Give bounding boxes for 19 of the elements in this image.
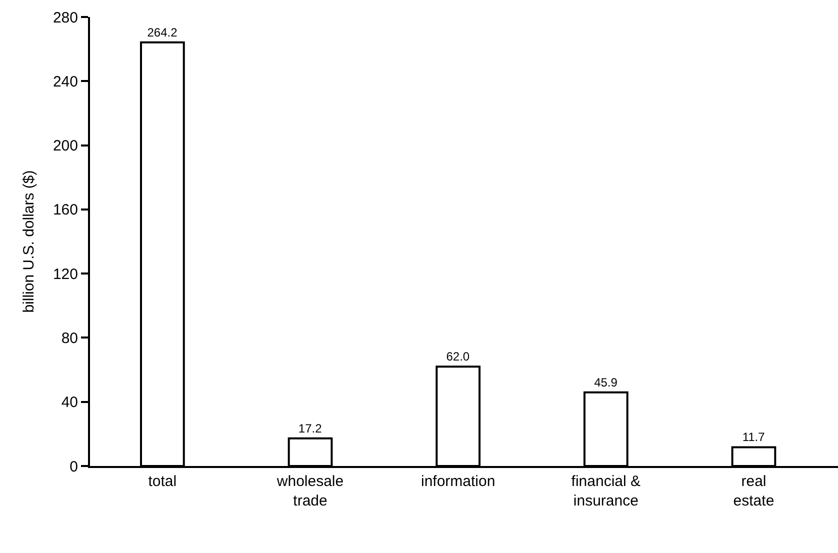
y-tick-label: 40 — [61, 394, 78, 412]
data-label: 264.2 — [147, 25, 178, 40]
x-tick-label: financial & insurance — [571, 473, 641, 510]
y-axis-title: billion U.S. dollars ($) — [20, 170, 38, 313]
y-tick-label: 0 — [70, 458, 78, 476]
x-tick-label: information — [420, 473, 496, 490]
data-label: 11.7 — [742, 430, 766, 444]
y-tick-label: 120 — [52, 266, 78, 283]
x-tick-label: total — [148, 473, 177, 490]
y-tick-label: 280 — [52, 9, 78, 26]
data-label: 45.9 — [594, 375, 618, 390]
y-tick-label: 160 — [52, 202, 78, 219]
x-tick-label: real estate — [733, 473, 774, 510]
data-label: 62.0 — [446, 350, 470, 364]
x-tick-label: wholesale trade — [276, 473, 344, 510]
y-tick-label: 200 — [52, 138, 78, 155]
data-label: 17.2 — [298, 421, 322, 436]
y-tick-label: 240 — [52, 73, 78, 90]
y-tick-label: 80 — [61, 330, 78, 347]
